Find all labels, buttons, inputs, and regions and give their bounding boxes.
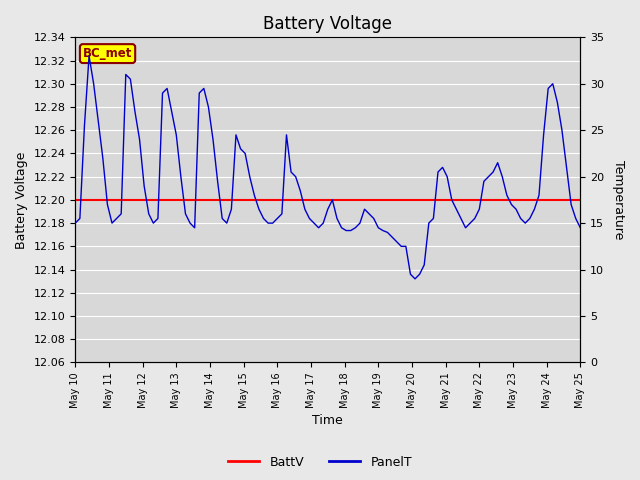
Text: BC_met: BC_met [83, 47, 132, 60]
Y-axis label: Battery Voltage: Battery Voltage [15, 151, 28, 249]
Title: Battery Voltage: Battery Voltage [263, 15, 392, 33]
Y-axis label: Temperature: Temperature [612, 160, 625, 240]
X-axis label: Time: Time [312, 414, 343, 427]
Legend: BattV, PanelT: BattV, PanelT [223, 451, 417, 474]
